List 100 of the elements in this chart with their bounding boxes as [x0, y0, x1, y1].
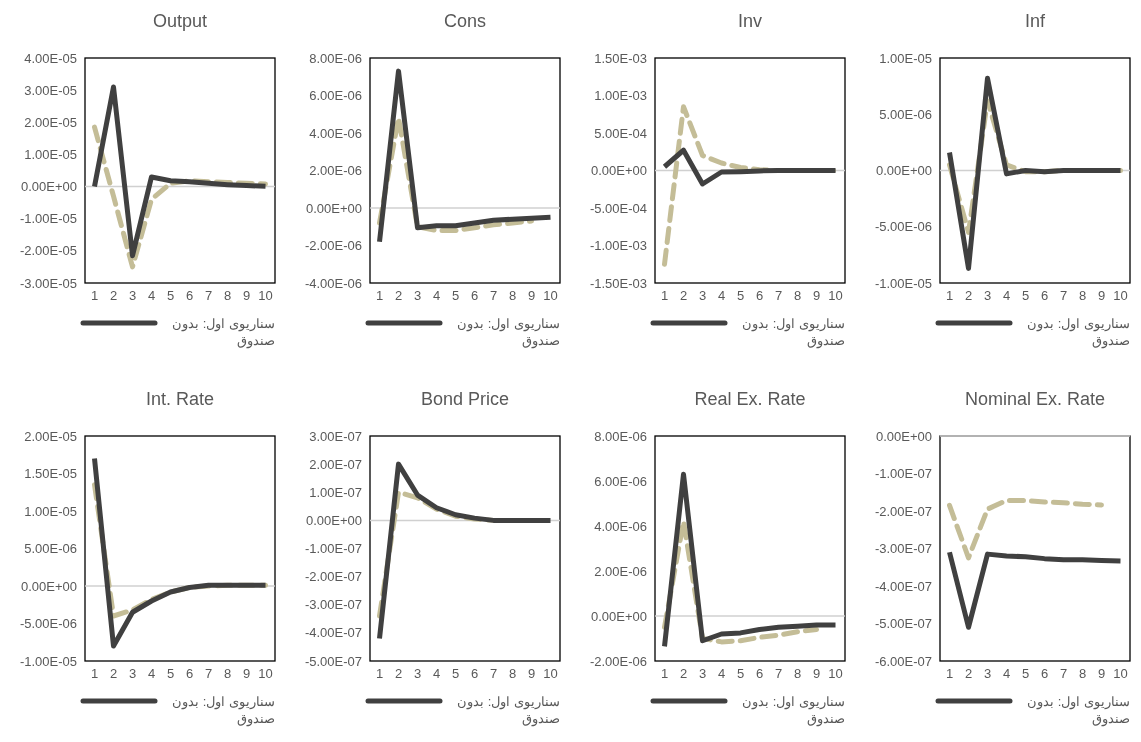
x-tick-label: 1 [375, 666, 384, 681]
x-tick-label: 2 [964, 288, 973, 303]
x-tick-label: 1 [660, 288, 669, 303]
y-tick-label: -1.00E-05 [874, 275, 932, 291]
y-tick-label: 5.00E-04 [594, 125, 647, 141]
y-tick-label: 0.00E+00 [875, 428, 932, 444]
x-tick-label: 10 [543, 288, 558, 303]
x-tick-label: 10 [1113, 288, 1128, 303]
y-tick-label: 2.00E-05 [24, 114, 77, 130]
y-tick-label: 1.50E-03 [594, 50, 647, 66]
x-tick-label: 9 [1097, 288, 1106, 303]
x-tick-label: 8 [508, 288, 517, 303]
y-tick-label: 0.00E+00 [590, 608, 647, 624]
text: سناریوی اول: بدون صندوق [457, 693, 560, 727]
y-tick-label: 0.00E+00 [20, 179, 77, 195]
x-tick-label: 9 [242, 666, 251, 681]
x-tick-label: 2 [679, 288, 688, 303]
y-tick-label: 4.00E-05 [24, 50, 77, 66]
x-tick-label: 8 [508, 666, 517, 681]
x-tick-label: 7 [489, 666, 498, 681]
y-tick-label: 1.00E-05 [879, 50, 932, 66]
y-tick-label: -1.00E-05 [19, 211, 77, 227]
x-tick-label: 5 [451, 666, 460, 681]
x-tick-label: 9 [527, 288, 536, 303]
x-tick-label: 2 [394, 288, 403, 303]
x-tick-label: 7 [1059, 666, 1068, 681]
y-tick-label: -1.00E-07 [874, 466, 932, 481]
y-tick-label: 6.00E-06 [309, 88, 362, 103]
x-tick-label: 1 [90, 666, 99, 681]
y-tick-label: -4.00E-07 [304, 625, 362, 641]
y-tick-label: 4.00E-06 [309, 125, 362, 141]
y-tick-label: 1.50E-05 [24, 466, 77, 481]
y-tick-label: -5.00E-06 [874, 219, 932, 235]
x-tick-label: 10 [1113, 666, 1128, 681]
x-tick-label: 5 [166, 288, 175, 303]
x-tick-label: 10 [543, 666, 558, 681]
chart-title: Cons [443, 11, 487, 31]
x-tick-label: 6 [755, 288, 764, 303]
y-tick-label: -2.00E-06 [589, 653, 647, 669]
chart-title: Int. Rate [145, 389, 215, 409]
x-tick-label: 4 [147, 666, 156, 681]
y-tick-label: 6.00E-06 [594, 473, 647, 489]
x-tick-label: 8 [223, 288, 232, 303]
chart-title: Inf [1024, 11, 1046, 31]
y-tick-label: 0.00E+00 [20, 578, 77, 594]
y-tick-label: -3.00E-07 [304, 597, 362, 613]
x-tick-label: 7 [204, 666, 213, 681]
x-tick-label: 2 [109, 666, 118, 681]
x-tick-label: 7 [204, 288, 213, 303]
y-tick-label: -6.00E-07 [874, 653, 932, 669]
y-tick-label: -3.00E-05 [19, 275, 77, 291]
y-tick-label: 5.00E-06 [24, 541, 77, 556]
text: سناریوی اول: بدون صندوق [742, 693, 845, 727]
chart-title: Real Ex. Rate [694, 389, 806, 409]
x-tick-label: 4 [1002, 288, 1011, 303]
x-tick-label: 5 [166, 666, 175, 681]
x-tick-label: 4 [717, 288, 726, 303]
chart-title: Inv [737, 11, 763, 31]
y-tick-label: 1.00E-05 [24, 146, 77, 162]
x-tick-label: 6 [185, 288, 194, 303]
x-tick-label: 6 [185, 666, 194, 681]
chart-title: Output [152, 11, 208, 31]
text: سناریوی اول: بدون صندوق [172, 315, 275, 349]
x-tick-label: 3 [698, 288, 707, 303]
y-tick-label: 0.00E+00 [305, 512, 362, 528]
x-tick-label: 5 [736, 288, 745, 303]
x-tick-label: 8 [1078, 666, 1087, 681]
x-tick-label: 7 [774, 666, 783, 681]
x-tick-label: 1 [945, 288, 954, 303]
x-tick-label: 3 [128, 288, 137, 303]
y-tick-label: -3.00E-07 [874, 541, 932, 556]
x-tick-label: 4 [432, 288, 441, 303]
x-tick-label: 2 [394, 666, 403, 681]
y-tick-label: 8.00E-06 [594, 428, 647, 444]
x-tick-label: 3 [413, 288, 422, 303]
y-tick-label: 2.00E-06 [309, 163, 362, 178]
x-tick-label: 9 [242, 288, 251, 303]
x-tick-label: 1 [660, 666, 669, 681]
y-tick-label: 8.00E-06 [309, 50, 362, 66]
y-tick-label: -5.00E-04 [589, 200, 647, 216]
x-tick-label: 6 [1040, 666, 1049, 681]
text: سناریوی اول: بدون صندوق [1027, 315, 1130, 349]
y-tick-label: -2.00E-07 [874, 503, 932, 519]
x-tick-label: 7 [1059, 288, 1068, 303]
y-tick-label: 1.00E-07 [309, 484, 362, 500]
x-tick-label: 4 [717, 666, 726, 681]
y-tick-label: 4.00E-06 [594, 518, 647, 534]
y-tick-label: -1.00E-03 [589, 238, 647, 253]
y-tick-label: -5.00E-06 [19, 616, 77, 631]
text: سناریوی اول: بدون صندوق [457, 315, 560, 349]
y-tick-label: 0.00E+00 [305, 200, 362, 216]
y-tick-label: -1.00E-07 [304, 541, 362, 556]
x-tick-label: 5 [451, 288, 460, 303]
y-tick-label: -5.00E-07 [304, 653, 362, 669]
text: سناریوی اول: بدون صندوق [1027, 693, 1130, 727]
x-tick-label: 1 [90, 288, 99, 303]
y-tick-label: -2.00E-05 [19, 243, 77, 259]
y-tick-label: -4.00E-06 [304, 275, 362, 291]
x-tick-label: 6 [1040, 288, 1049, 303]
y-tick-label: 2.00E-06 [594, 563, 647, 579]
